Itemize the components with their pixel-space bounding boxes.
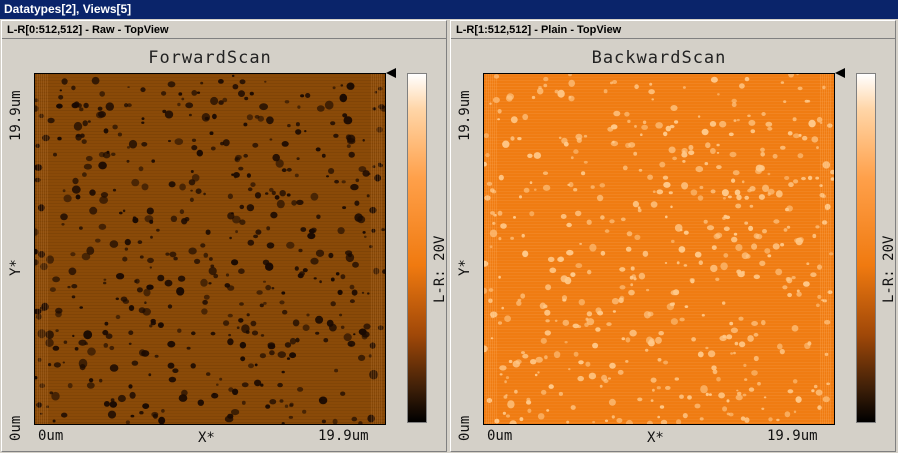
y-axis-label: Y* — [457, 259, 473, 276]
color-scale-label: L-R: 20V — [432, 235, 448, 303]
y-axis-top-label: 19.9um — [8, 90, 24, 141]
scan-position-marker-icon[interactable] — [835, 68, 845, 78]
afm-image[interactable] — [484, 74, 834, 424]
x-axis-label: X* — [647, 430, 664, 446]
panel-header: L-R[1:512,512] - Plain - TopView — [451, 21, 895, 39]
window-title: Datatypes[2], Views[5] — [0, 0, 898, 19]
scan-title: ForwardScan — [148, 48, 272, 68]
backward-scan-panel[interactable]: L-R[1:512,512] - Plain - TopView Backwar… — [450, 20, 897, 452]
x-axis-right-label: 19.9um — [767, 428, 818, 444]
y-axis-bottom-label: 0um — [8, 415, 24, 441]
y-axis-bottom-label: 0um — [457, 415, 473, 441]
scan-image[interactable] — [483, 73, 835, 425]
scan-title: BackwardScan — [591, 48, 727, 68]
y-axis-top-label: 19.9um — [457, 90, 473, 141]
x-axis-right-label: 19.9um — [318, 428, 369, 444]
x-axis-left-label: 0um — [38, 428, 64, 444]
scan-image[interactable] — [34, 73, 386, 425]
scan-position-marker-icon[interactable] — [386, 68, 396, 78]
color-scale-bar — [856, 73, 876, 423]
x-axis-label: X* — [198, 430, 215, 446]
afm-image[interactable] — [35, 74, 385, 424]
x-axis-left-label: 0um — [487, 428, 513, 444]
y-axis-label: Y* — [8, 259, 24, 276]
color-scale-label: L-R: 20V — [881, 235, 897, 303]
color-scale-bar — [407, 73, 427, 423]
forward-scan-panel[interactable]: L-R[0:512,512] - Raw - TopView ForwardSc… — [1, 20, 448, 452]
panel-header: L-R[0:512,512] - Raw - TopView — [2, 21, 446, 39]
